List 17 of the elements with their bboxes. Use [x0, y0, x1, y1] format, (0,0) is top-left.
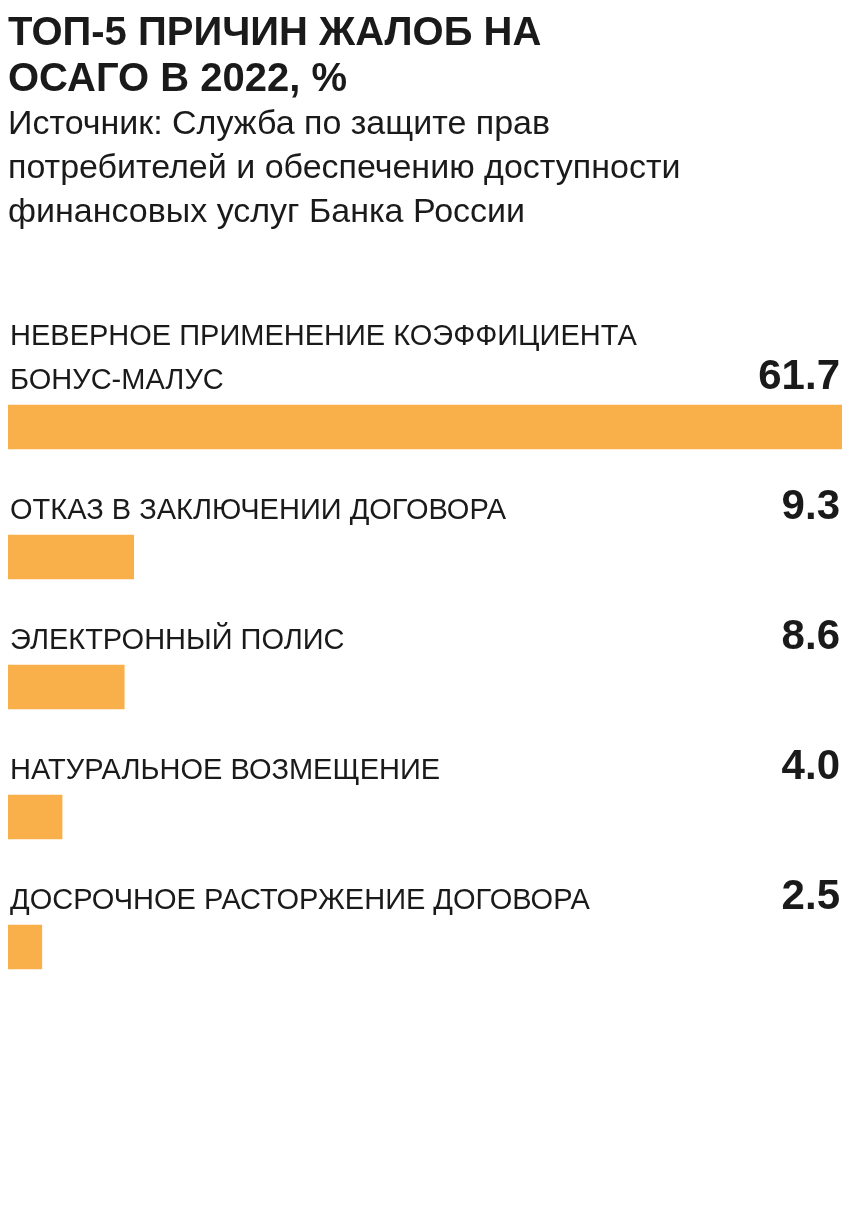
y-tick-label: ОТКАЗ В ЗАКЛЮЧЕНИИ ДОГОВОРА [10, 493, 507, 525]
y-tick-label: ДОСРОЧНОЕ РАСТОРЖЕНИЕ ДОГОВОРА [10, 883, 591, 915]
data-label: 4.0 [781, 741, 840, 788]
text: Источник: Служба по защите прав потребителей и обеспечению доступности финансовых услуг Банка России [8, 102, 682, 231]
bar [8, 924, 43, 970]
data-label: 2.5 [781, 871, 840, 918]
y-tick-label: НАТУРАЛЬНОЕ ВОЗМЕЩЕНИЕ [10, 753, 441, 785]
data-label: 9.3 [781, 481, 840, 528]
bar [8, 664, 125, 710]
data-label: 61.7 [758, 351, 840, 398]
chart-title: ТОП-5 ПРИЧИН ЖАЛОБ НА ОСАГО В 2022, % [8, 8, 543, 100]
bar [8, 534, 135, 580]
bar [8, 794, 63, 840]
y-tick-label: ЭЛЕКТРОННЫЙ ПОЛИС [10, 622, 345, 655]
data-label: 8.6 [781, 611, 840, 658]
bar [8, 404, 842, 450]
y-tick-label: НЕВЕРНОЕ ПРИМЕНЕНИЕ КОЭФФИЦИЕНТА БОНУС-МАЛУС [10, 319, 638, 395]
